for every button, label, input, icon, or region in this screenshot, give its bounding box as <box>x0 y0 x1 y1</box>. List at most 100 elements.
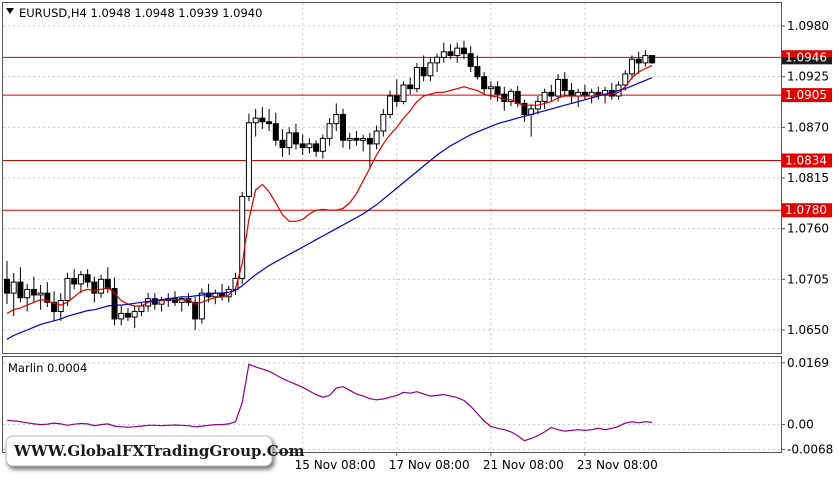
candle-body <box>474 66 481 78</box>
candle-body <box>124 312 131 318</box>
candle-body <box>131 311 138 318</box>
candle-body <box>521 102 528 115</box>
candle-body <box>198 292 205 320</box>
candle-body <box>292 132 299 145</box>
candle-body <box>494 86 501 95</box>
candle-body <box>71 277 78 285</box>
candle-body <box>118 312 125 320</box>
candle-body <box>501 93 508 103</box>
time-tick-label: 21 Nov 08:00 <box>483 458 564 472</box>
candle-body <box>30 288 37 296</box>
candle-body <box>286 132 293 149</box>
candle-body <box>252 117 259 124</box>
candle-body <box>104 278 111 290</box>
candle-body <box>37 292 44 296</box>
candle-body <box>400 84 407 103</box>
price-tick-label: 1.0980 <box>787 19 829 33</box>
candle-body <box>548 91 555 97</box>
price-tick-label: 1.0705 <box>787 272 829 286</box>
candle-body <box>434 56 441 64</box>
candle-body <box>24 288 31 299</box>
price-grid <box>3 3 781 353</box>
candle-body <box>555 78 562 97</box>
watermark-text: WWW.GlobalFXTradingGroup.Com <box>13 442 305 460</box>
candle-body <box>366 137 373 145</box>
candle-body <box>427 62 434 77</box>
candle-body <box>393 95 400 103</box>
candle-body <box>245 122 252 197</box>
candle-body <box>467 53 474 68</box>
candle-body <box>635 58 642 64</box>
candle-body <box>420 66 427 77</box>
candle-body <box>17 281 24 299</box>
candle-body <box>259 117 266 123</box>
marlin-layer <box>6 363 653 442</box>
candle-body <box>178 298 185 303</box>
candle-body <box>138 305 145 313</box>
level-tag-label: 1.0780 <box>785 203 827 217</box>
time-tick-label: 17 Nov 08:00 <box>389 458 470 472</box>
candle-body <box>10 281 17 294</box>
ma-fast-line <box>6 65 653 314</box>
candle-body <box>360 137 367 141</box>
candle-body <box>333 113 340 125</box>
candle-body <box>319 137 326 152</box>
candle-body <box>454 47 461 57</box>
candle-body <box>272 123 279 141</box>
candle-body <box>51 301 58 313</box>
price-axis: 1.0980 1.0925 1.0870 1.0815 1.0760 1.0705 1.06… <box>781 19 829 337</box>
level-tag-box <box>782 203 832 218</box>
triangle-down-icon[interactable] <box>6 8 14 14</box>
candle-body <box>185 298 192 303</box>
candle-body <box>514 90 521 104</box>
price-tick-label: 1.0925 <box>787 70 829 84</box>
level-tag-label: 1.0834 <box>785 154 827 168</box>
moving-averages-layer <box>6 65 653 340</box>
level-tag-label: 1.0946 <box>785 50 827 64</box>
price-tick-label: 1.0760 <box>787 222 829 236</box>
level-tag-box <box>782 88 832 103</box>
candle-body <box>192 301 199 320</box>
candle-body <box>447 51 454 56</box>
candle-body <box>326 123 333 139</box>
candle-body <box>481 76 488 90</box>
candle-body <box>84 274 91 283</box>
candle-body <box>239 195 246 279</box>
candle-body <box>111 288 118 320</box>
candle-body <box>407 84 414 90</box>
candle-body <box>77 274 84 285</box>
time-tick-label: 15 Nov 08:00 <box>295 458 376 472</box>
candle-body <box>642 55 649 64</box>
candle-body <box>232 277 239 290</box>
candle-body <box>172 298 178 303</box>
level-tag-box <box>782 153 832 168</box>
candle-body <box>380 113 387 132</box>
candle-body <box>568 90 575 97</box>
candle-body <box>649 55 656 64</box>
candle-body <box>628 58 635 75</box>
candle-body <box>4 278 10 294</box>
level-tag-top <box>782 50 832 58</box>
candle-body <box>541 91 548 103</box>
candle-body <box>602 90 609 96</box>
candles-layer <box>4 40 656 330</box>
indicator-axis: 0.0169 0.00 -0.0068 <box>781 356 833 456</box>
indicator-label: Marlin 0.0004 <box>8 361 87 375</box>
candle-body <box>340 113 346 141</box>
ma-slow-line <box>6 77 653 340</box>
candle-body <box>353 137 360 141</box>
candle-body <box>299 143 306 149</box>
horizontal-levels <box>3 56 781 211</box>
candle-body <box>64 277 71 302</box>
symbol-header: EURUSD,H4 1.0948 1.0948 1.0939 1.0940 <box>19 6 262 20</box>
candle-body <box>279 139 286 149</box>
candle-body <box>266 121 273 125</box>
marlin-line <box>6 363 653 442</box>
level-tags: 1.0946 1.0905 1.0834 1.0780 <box>782 50 832 218</box>
candle-body <box>313 143 320 152</box>
candle-body <box>346 137 353 141</box>
watermark: WWW.GlobalFXTradingGroup.Com <box>5 435 305 467</box>
candle-body <box>306 143 313 149</box>
candle-body <box>98 278 105 294</box>
